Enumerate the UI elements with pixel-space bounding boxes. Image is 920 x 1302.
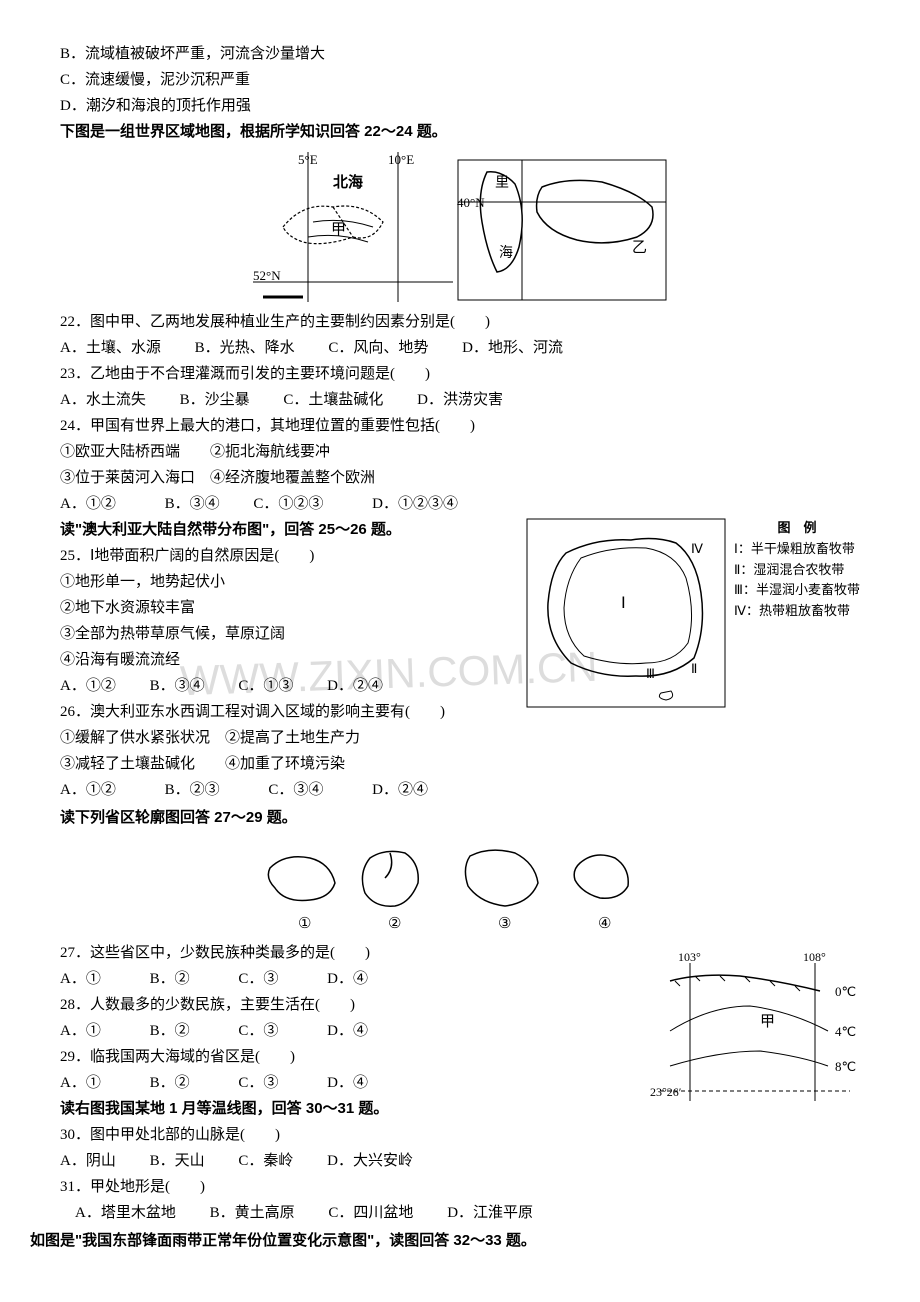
map2-sea-top: 里 (495, 176, 509, 191)
aus-III: Ⅲ (646, 666, 655, 681)
aus-IV: Ⅳ (691, 541, 703, 556)
intro-32-33: 如图是"我国东部锋面雨带正常年份位置变化示意图"，读图回答 32～33 题。 (30, 1229, 860, 1253)
iso-label: 甲 (760, 1014, 775, 1030)
iso-lon2: 108° (803, 951, 826, 964)
q25-s3: ③全部为热带草原气候，草原辽阔 (60, 622, 860, 646)
q30-d: D．大兴安岭 (327, 1153, 413, 1169)
q31-a: A．塔里木盆地 (75, 1205, 176, 1221)
legend-2: Ⅱ：湿润混合农牧带 (734, 560, 860, 581)
q23-b: B．沙尘暴 (180, 392, 250, 408)
q22-opts: A．土壤、水源 B．光热、降水 C．风向、地势 D．地形、河流 (60, 336, 860, 360)
map2-label: 乙 (632, 240, 647, 256)
legend-3: Ⅲ：半湿润小麦畜牧带 (734, 580, 860, 601)
province-outlines: ① ② ③ ④ (60, 838, 860, 933)
aus-map: Ⅰ Ⅱ Ⅲ Ⅳ (526, 518, 726, 716)
q24-d: D．①②③④ (372, 496, 458, 512)
iso-lon1: 103° (678, 951, 701, 964)
q28-b: B．② (150, 1023, 190, 1039)
isotherm-map: 103° 108° 0℃ 4℃ 8℃ 23°26′ 甲 (650, 951, 860, 1119)
q24-stem: 24．甲国有世界上最大的港口，其地理位置的重要性包括( ) (60, 414, 860, 438)
q23-c: C．土壤盐碱化 (283, 392, 383, 408)
prov-2: ② (388, 916, 401, 932)
q31-stem: 31．甲处地形是( ) (60, 1175, 860, 1199)
q28-d: D．④ (327, 1023, 368, 1039)
q29-c: C．③ (238, 1075, 278, 1091)
aus-II: Ⅱ (691, 661, 697, 676)
prov-3: ③ (498, 916, 511, 932)
q22-a: A．土壤、水源 (60, 340, 161, 356)
q27-c: C．③ (238, 971, 278, 987)
q26-opts: A．①② B．②③ C．③④ D．②④ (60, 778, 860, 802)
q26-s1: ①缓解了供水紧张状况 ②提高了土地生产力 (60, 726, 860, 750)
iso-lat: 23°26′ (650, 1085, 682, 1099)
q31-b: B．黄土高原 (210, 1205, 295, 1221)
q30-c: C．秦岭 (238, 1153, 293, 1169)
map1-sea: 北海 (333, 173, 363, 191)
aus-I: Ⅰ (621, 595, 626, 612)
map1-lat: 52°N (253, 268, 281, 283)
q26-stem: 26．澳大利亚东水西调工程对调入区域的影响主要有( ) (60, 700, 860, 724)
q26-d: D．②④ (372, 782, 428, 798)
q27-a: A．① (60, 971, 101, 987)
q26-c: C．③④ (268, 782, 323, 798)
q30-stem: 30．图中甲处北部的山脉是( ) (60, 1123, 860, 1147)
map1-label: 甲 (331, 222, 346, 238)
q24-s1: ①欧亚大陆桥西端 ②扼北海航线要冲 (60, 440, 860, 464)
legend-title: 图 例 (734, 518, 860, 539)
q26-b: B．②③ (165, 782, 220, 798)
q25-opts: A．①② B．③④ C．①③ D．②④ (60, 674, 860, 698)
q23-opts: A．水土流失 B．沙尘暴 C．土壤盐碱化 D．洪涝灾害 (60, 388, 860, 412)
iso-t8: 8℃ (835, 1059, 856, 1074)
intro-27-29: 读下列省区轮廓图回答 27～29 题。 (60, 806, 860, 830)
q25-a: A．①② (60, 678, 116, 694)
q23-d: D．洪涝灾害 (417, 392, 503, 408)
aus-legend: 图 例 Ⅰ：半干燥粗放畜牧带 Ⅱ：湿润混合农牧带 Ⅲ：半湿润小麦畜牧带 Ⅳ：热带… (734, 518, 860, 622)
q24-b: B．③④ (165, 496, 220, 512)
prov-1: ① (298, 916, 311, 932)
q24-a: A．①② (60, 496, 116, 512)
q31-d: D．江淮平原 (447, 1205, 533, 1221)
option-b: B．流域植被破坏严重，河流含沙量增大 (60, 42, 860, 66)
q23-a: A．水土流失 (60, 392, 146, 408)
q28-c: C．③ (238, 1023, 278, 1039)
q27-b: B．② (150, 971, 190, 987)
q26-a: A．①② (60, 782, 116, 798)
map1-lon-e: 10°E (388, 152, 414, 167)
option-c: C．流速缓慢，泥沙沉积严重 (60, 68, 860, 92)
q22-c: C．风向、地势 (328, 340, 428, 356)
q25-s4: ④沿海有暖流流经 (60, 648, 860, 672)
q22-d: D．地形、河流 (462, 340, 563, 356)
map2-sea-label: 海 (499, 245, 513, 261)
iso-t0: 0℃ (835, 984, 856, 999)
q26-s2: ③减轻了土壤盐碱化 ④加重了环境污染 (60, 752, 860, 776)
q23-stem: 23．乙地由于不合理灌溉而引发的主要环境问题是( ) (60, 362, 860, 386)
q25-c: C．①③ (238, 678, 293, 694)
q29-a: A．① (60, 1075, 101, 1091)
q24-opts: A．①② B．③④ C．①②③ D．①②③④ (60, 492, 860, 516)
maps-22-24: 5°E 10°E 52°N 北海 甲 40°N 50°E 里 海 乙 (60, 152, 860, 302)
q24-s2: ③位于莱茵河入海口 ④经济腹地覆盖整个欧洲 (60, 466, 860, 490)
q25-d: D．②④ (327, 678, 383, 694)
map1-lon-w: 5°E (298, 152, 318, 167)
intro-22-24: 下图是一组世界区域地图，根据所学知识回答 22～24 题。 (60, 120, 860, 144)
q22-b: B．光热、降水 (195, 340, 295, 356)
q28-a: A．① (60, 1023, 101, 1039)
q29-d: D．④ (327, 1075, 368, 1091)
q29-b: B．② (150, 1075, 190, 1091)
q27-d: D．④ (327, 971, 368, 987)
q30-a: A．阴山 (60, 1153, 116, 1169)
q22-stem: 22．图中甲、乙两地发展种植业生产的主要制约因素分别是( ) (60, 310, 860, 334)
q30-opts: A．阴山 B．天山 C．秦岭 D．大兴安岭 (60, 1149, 860, 1173)
q24-c: C．①②③ (253, 496, 323, 512)
q25-b: B．③④ (150, 678, 205, 694)
q30-b: B．天山 (150, 1153, 205, 1169)
q31-c: C．四川盆地 (328, 1205, 413, 1221)
iso-t4: 4℃ (835, 1024, 856, 1039)
legend-1: Ⅰ：半干燥粗放畜牧带 (734, 539, 860, 560)
legend-4: Ⅳ：热带粗放畜牧带 (734, 601, 860, 622)
option-d: D．潮汐和海浪的顶托作用强 (60, 94, 860, 118)
q31-opts: A．塔里木盆地 B．黄土高原 C．四川盆地 D．江淮平原 (60, 1201, 860, 1225)
prov-4: ④ (598, 916, 611, 932)
